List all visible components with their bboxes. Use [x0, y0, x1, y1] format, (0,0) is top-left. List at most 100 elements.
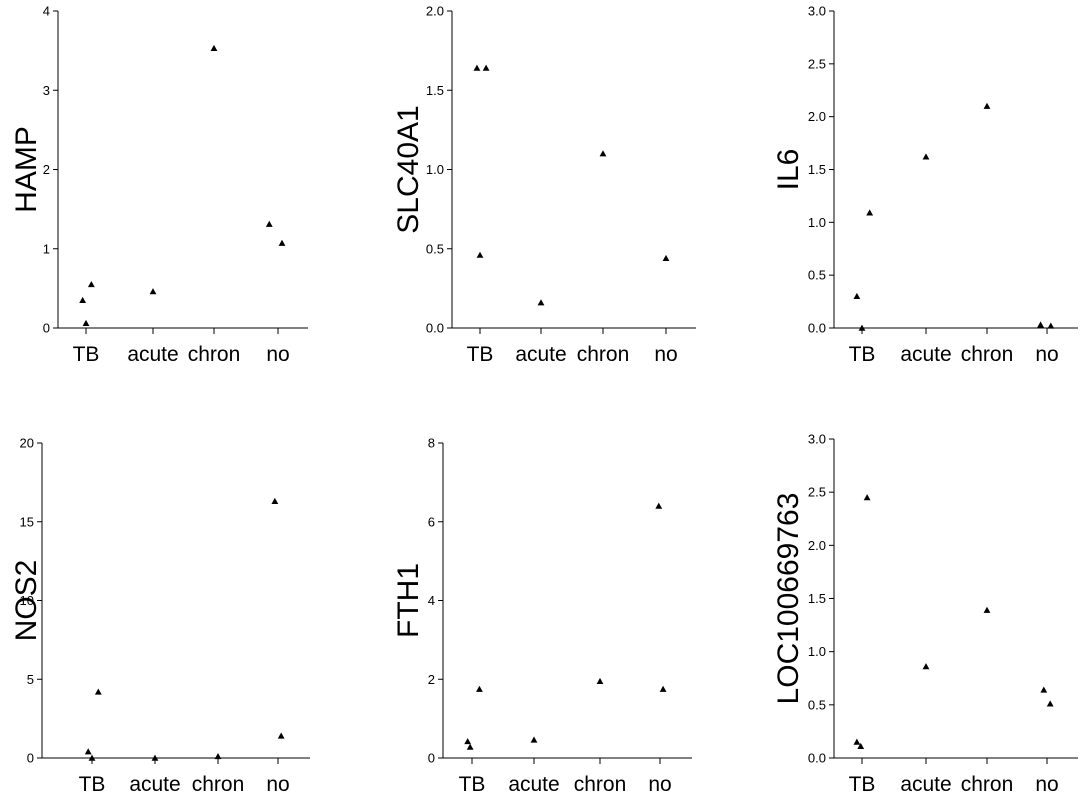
y-tick-label: 1.5 — [808, 162, 826, 177]
data-point-triangle — [983, 606, 991, 613]
y-tick-label: 1.5 — [426, 83, 444, 98]
y-tick-label: 2 — [43, 162, 50, 177]
x-tick-label: chron — [961, 343, 1014, 366]
data-point-triangle — [278, 239, 286, 246]
x-tick-label: acute — [900, 773, 951, 796]
y-tick-label: 0.0 — [808, 321, 826, 336]
data-point-triangle — [596, 677, 604, 684]
data-point-triangle — [866, 209, 874, 216]
y-tick-label: 2.0 — [808, 538, 826, 553]
y-tick-label: 0.5 — [808, 697, 826, 712]
data-point-triangle — [858, 324, 866, 331]
y-tick-label: 5 — [27, 672, 34, 687]
y-tick-label: 0 — [27, 751, 34, 766]
data-point-triangle — [922, 153, 930, 160]
x-tick-label: no — [648, 773, 671, 796]
data-point-triangle — [482, 64, 490, 71]
data-point-triangle — [857, 742, 865, 750]
data-point-triangle — [476, 685, 483, 692]
y-tick-label: 20 — [20, 436, 34, 451]
y-tick-label: 8 — [428, 436, 435, 451]
x-tick-label: acute — [900, 343, 951, 366]
y-tick-label: 4 — [43, 4, 50, 19]
data-point-triangle — [655, 502, 663, 509]
x-tick-label: TB — [467, 343, 494, 366]
x-tick-label: acute — [129, 773, 180, 796]
data-point-triangle — [1046, 700, 1054, 707]
x-tick-label: TB — [849, 773, 876, 796]
data-point-triangle — [853, 738, 861, 745]
y-axis-title: IL6 — [772, 149, 805, 191]
x-tick-label: TB — [73, 343, 100, 366]
data-point-triangle — [1040, 686, 1048, 693]
y-tick-label: 0 — [43, 321, 50, 336]
panel-il6: 0.0 0.5 1.0 1.5 2.0 2.5 3.0 TB acute chron no IL6 — [772, 4, 1078, 366]
y-axis-title: LOC100669763 — [772, 493, 805, 705]
y-tick-label: 2.5 — [808, 485, 826, 500]
data-point-triangle — [863, 494, 871, 501]
data-point-triangle — [853, 292, 861, 300]
y-axis-title: NOS2 — [10, 560, 43, 642]
y-tick-label: 0.0 — [808, 751, 826, 766]
data-point-triangle — [1037, 321, 1044, 328]
y-tick-label: 0.0 — [426, 321, 444, 336]
x-tick-label: acute — [508, 773, 559, 796]
data-point-triangle — [271, 497, 279, 504]
x-tick-label: acute — [515, 343, 566, 366]
x-tick-label: TB — [79, 773, 106, 796]
y-tick-label: 1 — [43, 241, 50, 256]
data-point-triangle — [922, 663, 930, 670]
x-tick-label: no — [1035, 343, 1058, 366]
data-point-triangle — [151, 754, 159, 761]
y-tick-label: 3.0 — [808, 4, 826, 19]
panel-nos2: 0 5 10 15 20 TB acute chron no NOS2 — [10, 436, 310, 796]
y-tick-label: 3 — [43, 83, 50, 98]
x-tick-label: chron — [574, 773, 627, 796]
y-tick-label: 15 — [20, 514, 34, 529]
x-tick-label: TB — [849, 343, 876, 366]
y-tick-label: 1.5 — [808, 591, 826, 606]
data-point-triangle — [476, 251, 484, 258]
y-tick-label: 1.0 — [426, 162, 444, 177]
x-tick-label: TB — [459, 773, 486, 796]
data-point-triangle — [466, 743, 474, 750]
data-point-triangle — [265, 220, 273, 227]
data-point-triangle — [464, 738, 472, 745]
y-tick-label: 1.0 — [808, 215, 826, 230]
y-tick-label: 2.5 — [808, 56, 826, 71]
x-tick-label: chron — [577, 343, 630, 366]
y-tick-label: 2.0 — [808, 109, 826, 124]
data-point-triangle — [82, 319, 90, 326]
data-point-triangle — [149, 288, 157, 295]
data-point-triangle — [94, 688, 102, 695]
data-point-triangle — [537, 299, 545, 306]
y-tick-label: 3.0 — [808, 432, 826, 447]
x-tick-label: no — [654, 343, 677, 366]
x-tick-label: chron — [961, 773, 1014, 796]
y-tick-label: 2 — [428, 672, 435, 687]
panel-hamp: 0 1 2 3 4 TB acute chron no HAMP — [10, 4, 308, 366]
data-point-triangle — [210, 44, 218, 51]
y-tick-label: 0 — [428, 751, 435, 766]
data-point-triangle — [983, 102, 991, 109]
y-tick-label: 0.5 — [426, 241, 444, 256]
data-point-triangle — [599, 150, 607, 157]
y-tick-label: 0.5 — [808, 268, 826, 283]
data-point-triangle — [659, 685, 667, 692]
data-point-triangle — [84, 748, 92, 755]
panel-fth1: 0 2 4 6 8 TB acute chron no FTH1 — [392, 436, 692, 796]
y-tick-label: 1.0 — [808, 644, 826, 659]
y-tick-label: 10 — [20, 593, 34, 608]
x-tick-label: chron — [188, 343, 241, 366]
y-tick-label: 2.0 — [426, 4, 444, 19]
data-point-triangle — [88, 754, 96, 761]
y-axis-title: FTH1 — [392, 563, 425, 638]
y-axis-title: SLC40A1 — [392, 105, 425, 233]
x-tick-label: acute — [127, 343, 178, 366]
panel-loc100669763: 0.0 0.5 1.0 1.5 2.0 2.5 3.0 TB acute chron no LOC10… — [772, 432, 1078, 796]
data-point-triangle — [473, 64, 481, 71]
x-tick-label: no — [266, 773, 289, 796]
data-point-triangle — [1047, 322, 1055, 329]
y-tick-label: 6 — [428, 514, 435, 529]
